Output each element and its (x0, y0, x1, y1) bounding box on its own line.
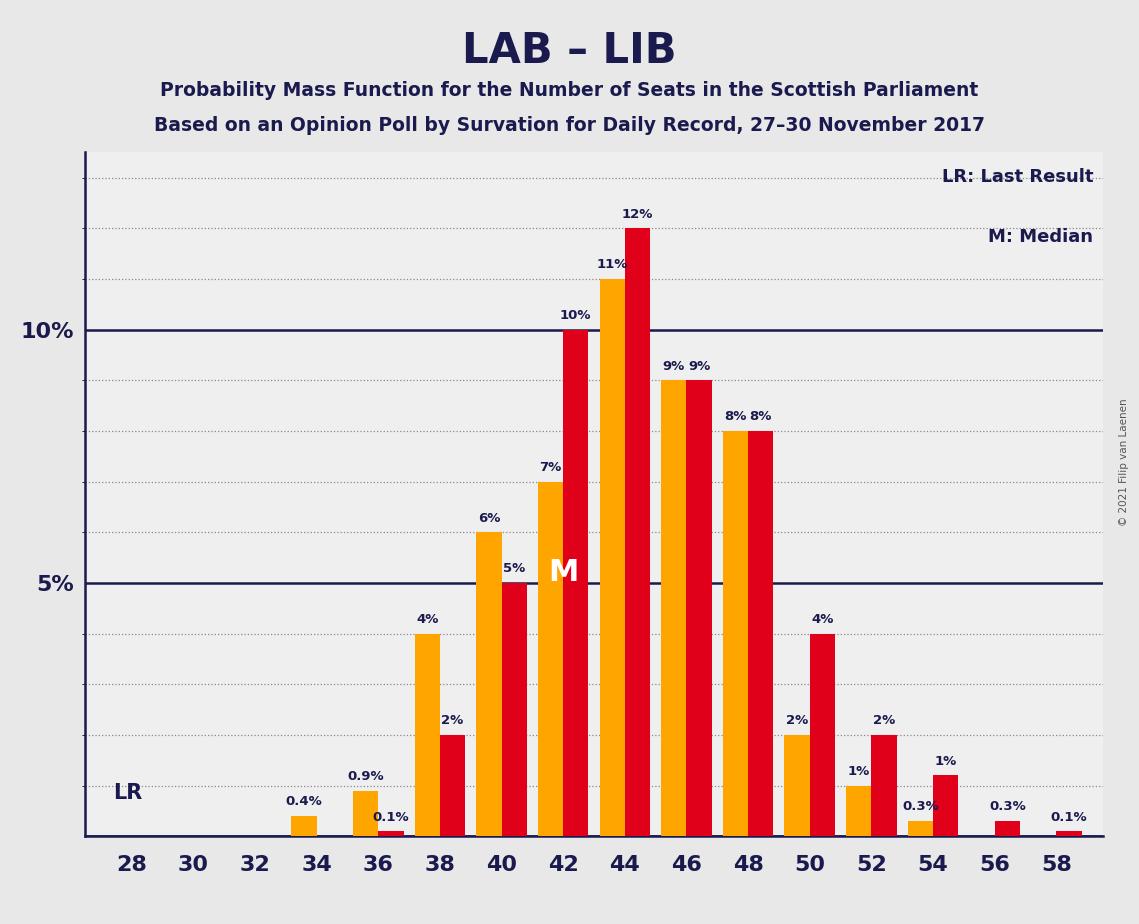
Text: 0.3%: 0.3% (989, 800, 1026, 813)
Text: LAB – LIB: LAB – LIB (462, 30, 677, 72)
Bar (440, 735, 465, 836)
Text: LR: Last Result: LR: Last Result (942, 167, 1093, 186)
Text: 11%: 11% (597, 259, 628, 272)
Text: 0.4%: 0.4% (286, 796, 322, 808)
Text: 4%: 4% (416, 613, 439, 626)
Text: 9%: 9% (663, 359, 685, 372)
Text: 0.1%: 0.1% (1050, 810, 1088, 823)
Text: 4%: 4% (811, 613, 834, 626)
Text: 7%: 7% (540, 461, 562, 474)
Text: 0.1%: 0.1% (372, 810, 409, 823)
Text: 2%: 2% (786, 714, 809, 727)
Bar (748, 431, 773, 836)
Bar (871, 735, 896, 836)
Bar (538, 481, 563, 836)
Bar (415, 634, 440, 836)
Bar (723, 431, 748, 836)
Bar (661, 381, 687, 836)
Text: Probability Mass Function for the Number of Seats in the Scottish Parliament: Probability Mass Function for the Number… (161, 81, 978, 101)
Bar (785, 735, 810, 836)
Text: © 2021 Filip van Laenen: © 2021 Filip van Laenen (1120, 398, 1129, 526)
Bar (908, 821, 933, 836)
Bar (625, 228, 650, 836)
Bar (687, 381, 712, 836)
Text: Based on an Opinion Poll by Survation for Daily Record, 27–30 November 2017: Based on an Opinion Poll by Survation fo… (154, 116, 985, 136)
Bar (994, 821, 1019, 836)
Text: 9%: 9% (688, 359, 711, 372)
Bar (476, 532, 501, 836)
Text: 0.9%: 0.9% (347, 770, 384, 783)
Text: 12%: 12% (622, 208, 653, 221)
Text: 8%: 8% (724, 410, 747, 423)
Bar (810, 634, 835, 836)
Text: 1%: 1% (934, 755, 957, 768)
Bar (1056, 832, 1082, 836)
Text: 5%: 5% (503, 563, 525, 576)
Bar (933, 775, 958, 836)
Text: 0.3%: 0.3% (902, 800, 939, 813)
Bar (353, 791, 378, 836)
Text: 8%: 8% (749, 410, 772, 423)
Text: M: Median: M: Median (989, 228, 1093, 247)
Text: LR: LR (113, 784, 142, 803)
Text: 1%: 1% (847, 765, 870, 778)
Bar (846, 785, 871, 836)
Bar (292, 816, 317, 836)
Bar (563, 330, 589, 836)
Text: 10%: 10% (560, 310, 591, 322)
Bar (378, 832, 403, 836)
Text: 2%: 2% (872, 714, 895, 727)
Text: M: M (548, 558, 579, 588)
Bar (599, 279, 625, 836)
Bar (501, 583, 527, 836)
Text: 6%: 6% (477, 512, 500, 525)
Text: 2%: 2% (442, 714, 464, 727)
